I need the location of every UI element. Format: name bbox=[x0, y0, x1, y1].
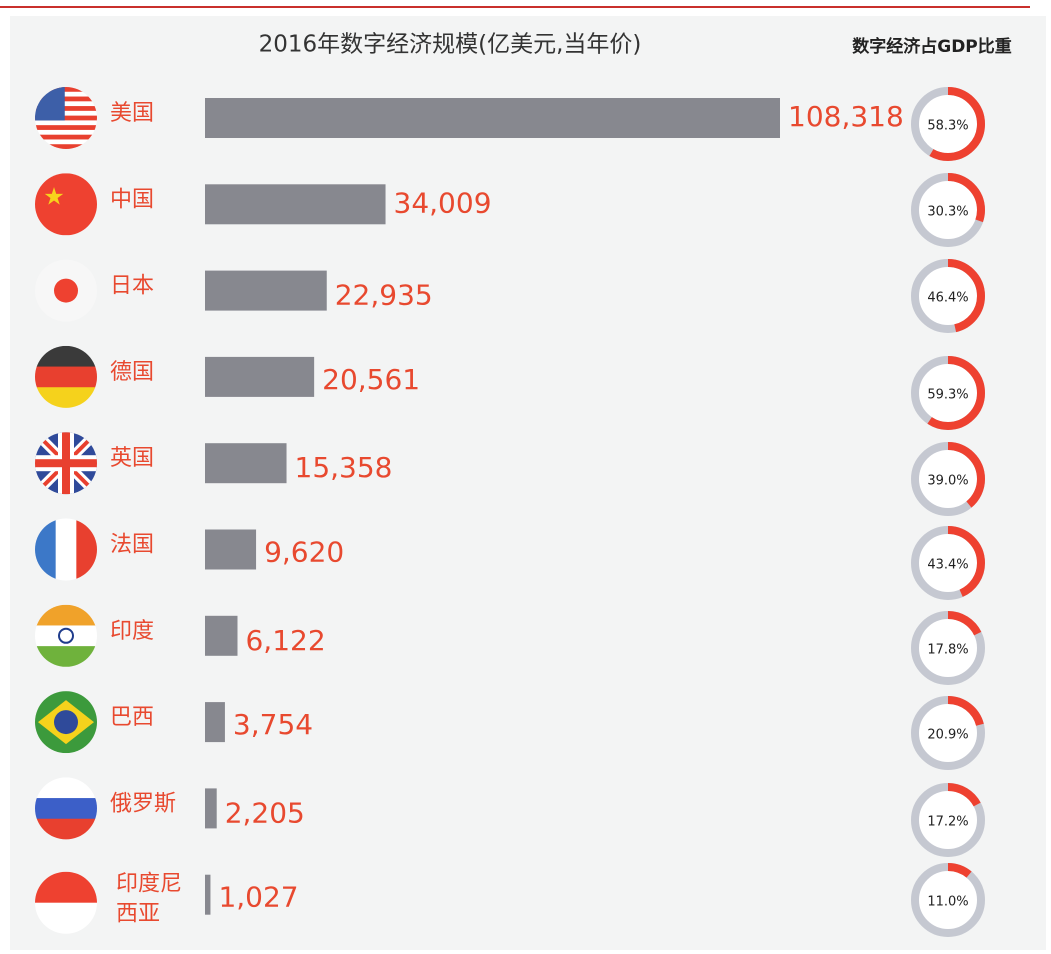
flag bbox=[35, 871, 97, 934]
donut-label: 46.4% bbox=[927, 291, 968, 306]
value-label: 3,754 bbox=[233, 708, 313, 741]
category-label: 日本 bbox=[110, 274, 154, 299]
donut-arc bbox=[911, 173, 985, 247]
category-label: 法国 bbox=[110, 533, 154, 558]
flag-stripe bbox=[35, 818, 97, 840]
category-label: 俄罗斯 bbox=[110, 791, 176, 816]
donut-arc bbox=[911, 259, 985, 333]
value-label: 15,358 bbox=[295, 451, 393, 484]
donut-label: 11.0% bbox=[927, 895, 968, 910]
donut-arc bbox=[911, 526, 985, 600]
flag-stripe bbox=[35, 91, 97, 97]
category-label: 德国 bbox=[110, 360, 154, 385]
value-label: 34,009 bbox=[394, 186, 492, 219]
donut-title: 数字经济占GDP比重 bbox=[852, 36, 1012, 57]
donut-label: 39.0% bbox=[927, 474, 968, 489]
flag-stripe bbox=[35, 387, 97, 408]
bar bbox=[205, 443, 287, 484]
donut-arc bbox=[911, 696, 985, 770]
flag-stripe bbox=[35, 604, 97, 626]
flag-stripe bbox=[35, 777, 97, 799]
donut-label: 20.9% bbox=[927, 728, 968, 743]
flag-stripe bbox=[35, 518, 57, 581]
bar bbox=[205, 702, 225, 743]
bar bbox=[205, 270, 327, 311]
flag-stripe bbox=[35, 115, 97, 121]
value-label: 22,935 bbox=[335, 279, 433, 312]
flag-stripe bbox=[35, 134, 97, 140]
flag-stripe bbox=[35, 144, 97, 149]
donut-arc bbox=[911, 442, 985, 516]
bar bbox=[205, 874, 211, 915]
value-label: 6,122 bbox=[245, 624, 325, 657]
value-label: 2,205 bbox=[225, 796, 305, 829]
category-label: 巴西 bbox=[110, 705, 154, 730]
flag-stripe bbox=[35, 120, 97, 126]
flag bbox=[35, 777, 97, 840]
bar bbox=[205, 788, 217, 829]
value-label: 20,561 bbox=[322, 363, 420, 396]
donut-label: 30.3% bbox=[927, 205, 968, 220]
bar bbox=[205, 184, 386, 225]
donut-label: 17.8% bbox=[927, 643, 968, 658]
value-label: 9,620 bbox=[264, 536, 344, 569]
donut-arc bbox=[911, 356, 985, 430]
category-label: 美国 bbox=[110, 101, 154, 126]
flag-stripe bbox=[55, 518, 77, 581]
donut-arc bbox=[911, 863, 985, 937]
panel bbox=[10, 16, 1046, 950]
value-label: 1,027 bbox=[218, 881, 298, 914]
flag-stripe bbox=[35, 646, 97, 667]
flag-stripe bbox=[35, 110, 97, 116]
globe bbox=[54, 710, 78, 735]
flag-stripe bbox=[35, 625, 97, 647]
bar bbox=[205, 356, 315, 397]
donut-label: 43.4% bbox=[927, 558, 968, 573]
flag-stripe bbox=[35, 125, 97, 131]
flag-stripe bbox=[35, 345, 97, 368]
flag-stripe bbox=[35, 366, 97, 388]
flag bbox=[35, 259, 97, 322]
star: ★ bbox=[43, 182, 65, 210]
bar bbox=[205, 615, 238, 656]
flag bbox=[35, 691, 97, 754]
category-label: 中国 bbox=[110, 187, 154, 212]
chart-title: 2016年数字经济规模(亿美元,当年价) bbox=[259, 32, 642, 58]
flag-stripe bbox=[35, 96, 97, 102]
flag-stripe bbox=[76, 518, 97, 581]
donut-label: 17.2% bbox=[927, 815, 968, 830]
flag bbox=[35, 518, 97, 581]
category-label: 印度 bbox=[110, 619, 154, 644]
sun bbox=[54, 278, 78, 303]
donut-arc bbox=[911, 611, 985, 685]
donut-arc bbox=[911, 783, 985, 857]
flag bbox=[35, 432, 97, 495]
chakra bbox=[58, 627, 74, 644]
flag-field bbox=[35, 173, 97, 236]
donut-arc bbox=[911, 87, 985, 161]
flag: ★ bbox=[35, 173, 97, 236]
flag bbox=[35, 87, 97, 149]
flag-stripe bbox=[35, 101, 97, 107]
donut-label: 59.3% bbox=[927, 388, 968, 403]
category-label: 英国 bbox=[110, 446, 154, 471]
category-label: 印度尼西亚 bbox=[116, 872, 182, 927]
bar bbox=[205, 529, 257, 570]
bar bbox=[205, 98, 780, 138]
flag-stripe bbox=[35, 106, 97, 112]
flag bbox=[35, 345, 97, 408]
flag-stripe bbox=[35, 139, 97, 145]
flag-stripe bbox=[35, 87, 97, 93]
flag-stripe bbox=[35, 129, 97, 135]
value-label: 108,318 bbox=[788, 100, 904, 133]
cross bbox=[35, 459, 97, 468]
donut-label: 58.3% bbox=[927, 119, 968, 134]
flag bbox=[35, 604, 97, 667]
flag-stripe bbox=[35, 798, 97, 820]
